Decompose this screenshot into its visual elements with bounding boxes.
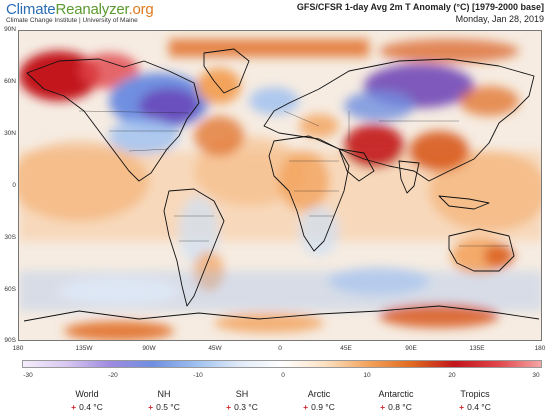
stat-name: NH [157,389,171,399]
stat-value: +0.4 °C [71,402,103,412]
colorbar-label-30: 30 [532,372,540,379]
lat-label-60n: 60N [4,78,16,85]
stat-world: World +0.4 °C [52,389,122,412]
stat-nh: NH +0.5 °C [129,389,199,412]
plus-icon: + [303,402,309,412]
stat-value: +0.3 °C [226,402,258,412]
map-date: Monday, Jan 28, 2019 [455,14,544,24]
colorbar-label-neg30: -30 [23,372,33,379]
stat-name: World [75,389,99,399]
header: ClimateReanalyzer.org Climate Change Ins… [0,0,550,28]
lat-label-60s: 60S [4,286,16,293]
plus-icon: + [148,402,154,412]
plus-icon: + [380,402,386,412]
lon-label-135e: 135E [469,345,485,352]
lat-label-90s: 90S [4,337,16,344]
map-title: GFS/CFSR 1-day Avg 2m T Anomaly (°C) [19… [296,2,544,12]
stat-value: +0.4 °C [459,402,491,412]
stat-name: Tropics [460,389,490,399]
lon-label-90w: 90W [142,345,156,352]
plus-icon: + [226,402,232,412]
colorbar-label-neg10: -10 [193,372,203,379]
plus-icon: + [71,402,77,412]
temperature-anomaly-map[interactable] [18,30,542,341]
site-logo[interactable]: ClimateReanalyzer.org [6,1,154,18]
colorbar-label-0: 0 [281,372,285,379]
stat-tropics: Tropics +0.4 °C [440,389,510,412]
stat-value: +0.8 °C [380,402,412,412]
logo-part-org: .org [128,1,154,18]
lon-label-45e: 45E [340,345,352,352]
stat-antarctic: Antarctic +0.8 °C [361,389,431,412]
logo-subtitle: Climate Change Institute | University of… [6,17,138,24]
stat-sh: SH +0.3 °C [207,389,277,412]
colorbar-label-10: 10 [363,372,371,379]
logo-part-climate: Climate [6,1,56,18]
stat-value: +0.9 °C [303,402,335,412]
plus-icon: + [459,402,465,412]
lat-label-0: 0 [12,182,16,189]
stat-arctic: Arctic +0.9 °C [284,389,354,412]
stat-name: Antarctic [378,389,414,399]
stat-value: +0.5 °C [148,402,180,412]
stat-name: Arctic [307,389,331,399]
lon-label-180e: 180 [534,345,546,352]
logo-part-reanalyzer: Reanalyzer [55,1,129,18]
lat-label-30n: 30N [4,130,16,137]
lon-label-135w: 135W [75,345,93,352]
anomaly-field [19,39,541,340]
lat-label-30s: 30S [4,234,16,241]
lon-label-0: 0 [278,345,282,352]
lon-label-180w: 180 [12,345,24,352]
map-canvas [19,31,541,340]
lon-label-90e: 90E [405,345,417,352]
lat-label-90n: 90N [4,26,16,33]
colorbar-label-neg20: -20 [108,372,118,379]
color-scale-bar [22,360,542,368]
stat-name: SH [235,389,249,399]
country-borders [78,110,509,247]
colorbar-label-20: 20 [448,372,456,379]
lon-label-45w: 45W [208,345,222,352]
